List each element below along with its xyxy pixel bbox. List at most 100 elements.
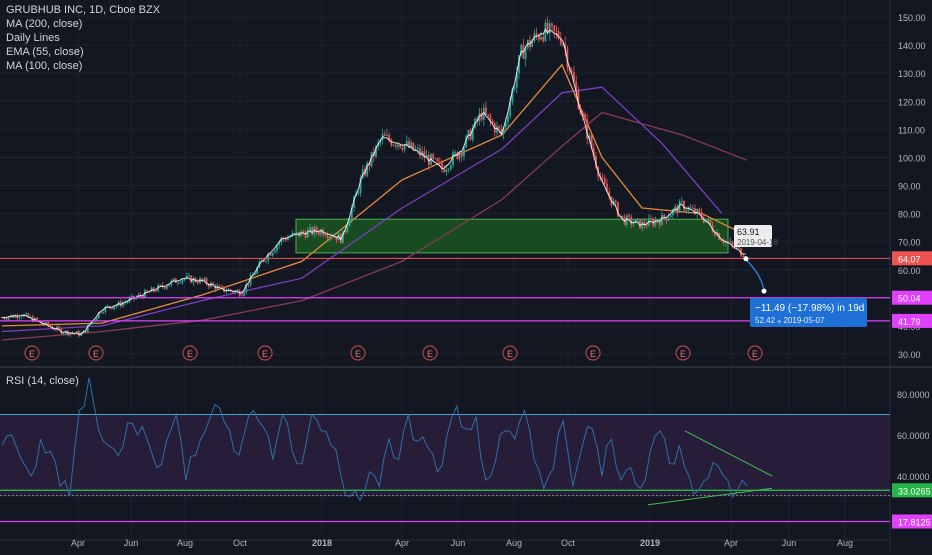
time-axis-label: Oct bbox=[233, 538, 248, 548]
price-axis-label: 80.00 bbox=[898, 210, 921, 220]
candle-body bbox=[487, 114, 490, 116]
earnings-marker[interactable]: E bbox=[88, 345, 104, 361]
candle-body bbox=[546, 22, 549, 34]
price-axis-label: 150.00 bbox=[898, 13, 926, 23]
candle-body bbox=[685, 210, 688, 212]
candle-body bbox=[326, 236, 329, 238]
candle-body bbox=[31, 316, 34, 322]
callout-box[interactable] bbox=[750, 298, 867, 327]
candle-body bbox=[254, 273, 256, 275]
candle-body bbox=[58, 326, 61, 329]
candle-body bbox=[432, 154, 435, 159]
legend-title[interactable]: GRUBHUB INC, 1D, Cboe BZX bbox=[6, 4, 161, 16]
projection-origin-dot bbox=[743, 256, 749, 262]
candle-body bbox=[573, 72, 575, 82]
legend-ma200[interactable]: MA (200, close) bbox=[6, 18, 83, 30]
candle-body bbox=[590, 135, 593, 149]
earnings-marker-label: E bbox=[590, 349, 596, 359]
candle-body bbox=[628, 215, 630, 217]
time-axis-label: Jun bbox=[782, 538, 797, 548]
price-axis-label: 110.00 bbox=[898, 125, 925, 135]
candle-body bbox=[320, 229, 322, 235]
time-axis-label: 2019 bbox=[640, 538, 660, 548]
candle-body bbox=[342, 230, 344, 244]
candle-body bbox=[168, 284, 171, 287]
candle-body bbox=[97, 312, 100, 319]
candle-body bbox=[221, 285, 223, 287]
legend-daily-lines[interactable]: Daily Lines bbox=[6, 32, 60, 44]
candle-body bbox=[146, 290, 149, 292]
earnings-marker-circle bbox=[350, 345, 366, 361]
earnings-marker[interactable]: E bbox=[257, 345, 273, 361]
candle-body bbox=[436, 158, 439, 162]
candle-body bbox=[548, 23, 551, 34]
earnings-marker[interactable]: E bbox=[502, 345, 518, 361]
candle-body bbox=[661, 214, 663, 226]
price-axis-label: 130.00 bbox=[898, 69, 926, 79]
hover-tag-price: 63.91 bbox=[737, 227, 760, 237]
candle-body bbox=[634, 219, 637, 224]
rsi-trendline-upper[interactable] bbox=[684, 430, 773, 477]
support-zone-rect[interactable] bbox=[295, 218, 729, 254]
candle-body bbox=[489, 115, 492, 121]
candle-body bbox=[515, 73, 518, 88]
earnings-marker-label: E bbox=[507, 349, 513, 359]
candle-body bbox=[654, 220, 657, 226]
rsi-33-tag-bg bbox=[892, 483, 932, 498]
legend-ma100[interactable]: MA (100, close) bbox=[6, 60, 83, 72]
candle-body bbox=[280, 237, 283, 243]
candle-body bbox=[126, 301, 129, 303]
candle-body bbox=[306, 230, 309, 238]
candle-body bbox=[441, 162, 443, 170]
candle-body bbox=[375, 145, 377, 157]
rsi-legend: RSI (14, close) bbox=[6, 374, 79, 388]
candle-body bbox=[111, 307, 113, 310]
candle-body bbox=[445, 169, 448, 172]
candle-body bbox=[639, 218, 641, 229]
candle-body bbox=[540, 36, 542, 40]
candle-body bbox=[265, 260, 267, 262]
callout-sub: 52.42 ⁎ 2019-05-07 bbox=[755, 316, 825, 325]
earnings-marker[interactable]: E bbox=[747, 345, 763, 361]
earnings-marker-circle bbox=[747, 345, 763, 361]
candle-body bbox=[570, 71, 573, 73]
candle-body bbox=[45, 322, 47, 325]
earnings-marker[interactable]: E bbox=[350, 345, 366, 361]
earnings-marker[interactable]: E bbox=[675, 345, 691, 361]
candle-body bbox=[397, 144, 399, 147]
rsi-trendline-lower[interactable] bbox=[647, 487, 773, 506]
legend-rsi[interactable]: RSI (14, close) bbox=[6, 375, 79, 387]
earnings-marker-label: E bbox=[427, 349, 433, 359]
earnings-marker[interactable]: E bbox=[422, 345, 438, 361]
earnings-marker[interactable]: E bbox=[585, 345, 601, 361]
candle-body bbox=[293, 233, 296, 234]
candle-body bbox=[614, 200, 617, 203]
horizontal-lines bbox=[0, 256, 890, 322]
candles bbox=[1, 16, 747, 338]
earnings-marker[interactable]: E bbox=[24, 345, 40, 361]
time-axis-label: Aug bbox=[177, 538, 193, 548]
candle-body bbox=[511, 89, 514, 103]
candle-body bbox=[408, 141, 410, 148]
candle-body bbox=[443, 169, 446, 172]
rsi-axis-label: 80.0000 bbox=[897, 390, 930, 400]
candle-body bbox=[724, 241, 727, 244]
rsi-33-tag: 33.0265 bbox=[898, 486, 931, 496]
price-tags: 64.07 50.04 41.79 33.0265 17.8125 63.912019-0… bbox=[734, 225, 932, 529]
earnings-marker[interactable]: E bbox=[182, 345, 198, 361]
candle-body bbox=[630, 216, 633, 225]
legend-ema55[interactable]: EMA (55, close) bbox=[6, 46, 84, 58]
candle-body bbox=[425, 154, 428, 158]
candle-body bbox=[359, 178, 362, 193]
candle-body bbox=[383, 134, 386, 136]
measure-callout[interactable]: −11.49 (−17.98%) in 19d 52.42 ⁎ 2019-05-0… bbox=[750, 298, 867, 327]
candle-body bbox=[463, 147, 465, 157]
candle-body bbox=[520, 44, 523, 56]
candle-body bbox=[157, 285, 160, 292]
candle-body bbox=[584, 114, 586, 120]
candle-body bbox=[163, 286, 166, 289]
candle-body bbox=[170, 280, 173, 285]
candle-body bbox=[460, 152, 463, 157]
